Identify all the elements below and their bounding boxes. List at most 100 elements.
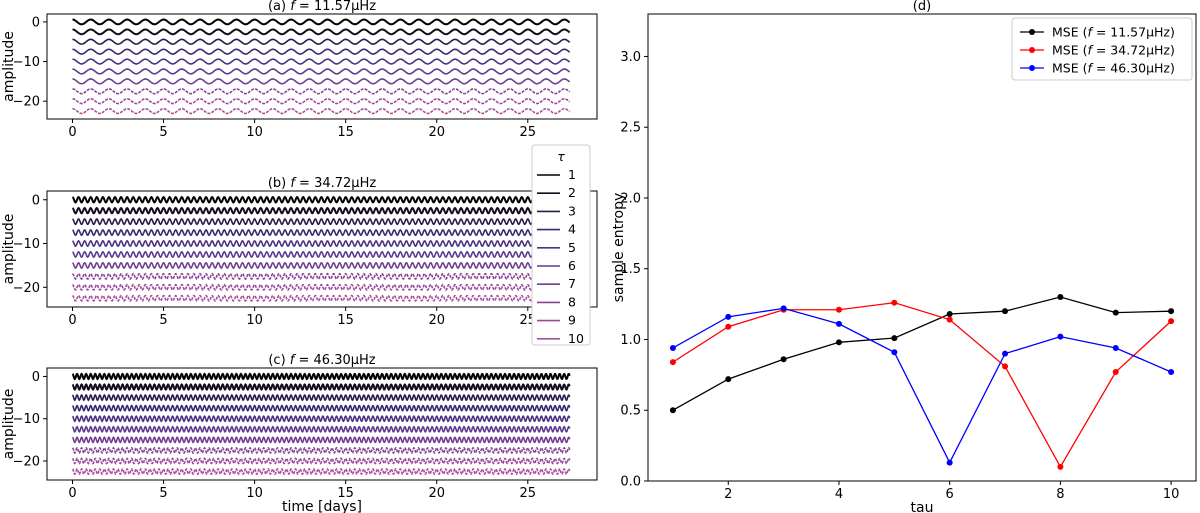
x-tick-label: 10 [1163, 487, 1180, 502]
series-point [946, 311, 953, 318]
series-tau-6 [71, 425, 571, 433]
series-line-1 [672, 302, 1172, 469]
x-tick-label: 15 [337, 125, 354, 140]
x-tick-label: 15 [337, 486, 354, 501]
axes-frame [46, 13, 598, 120]
title-part: MSE ( [1052, 43, 1087, 58]
series-tau-10 [71, 467, 571, 476]
legend-label: 10 [568, 331, 584, 346]
x-axis-label: time [days] [282, 499, 362, 513]
title-part: = 11.57μHz [295, 0, 376, 14]
series-tau-6 [72, 68, 571, 75]
y-axis-label: amplitude [1, 214, 17, 285]
series-tau-4 [72, 48, 571, 55]
series-point [725, 313, 732, 320]
series-point [669, 359, 676, 366]
series-tau-9 [72, 97, 571, 105]
y-axis-label: amplitude [1, 389, 17, 460]
y-tick-label: 0 [32, 15, 40, 30]
x-tick-label: 10 [246, 486, 263, 501]
series-point [1112, 369, 1119, 376]
series-legend: MSE (f = 11.57μHz)MSE (f = 34.72μHz)MSE … [1011, 17, 1193, 81]
y-tick-label: 1.5 [620, 262, 641, 277]
y-tick-label: −20 [13, 95, 40, 110]
series-point [891, 335, 898, 342]
series-tau-2 [72, 28, 571, 36]
series-point [780, 356, 787, 363]
legend-label: MSE (f = 11.57μHz) [1052, 25, 1175, 40]
series-tau-7 [71, 436, 571, 444]
series-tau-5 [72, 58, 571, 65]
title-part: = 34.72μHz) [1092, 43, 1175, 58]
series-point [1168, 369, 1175, 376]
x-tick-label: 20 [428, 125, 445, 140]
series-tau-7 [72, 261, 571, 270]
legend-label: 6 [568, 258, 576, 273]
series-point [1002, 308, 1009, 315]
panel-title: (d) [913, 0, 931, 14]
series-tau-1 [71, 195, 571, 204]
legend-label: MSE (f = 34.72μHz) [1052, 43, 1175, 58]
series-tau-1 [72, 18, 571, 26]
x-tick-label: 8 [1056, 487, 1064, 502]
legend-box [1011, 17, 1193, 81]
series-point [669, 344, 676, 351]
series-point [725, 323, 732, 330]
series-point [946, 316, 953, 323]
legend-marker [1029, 65, 1035, 71]
legend-label: MSE (f = 46.30μHz) [1052, 61, 1175, 76]
series-line-2 [672, 307, 1172, 465]
title-part: = 46.30μHz [294, 353, 375, 368]
title-part: = 34.72μHz [295, 176, 376, 191]
title-part: f [1087, 43, 1093, 58]
y-tick-label: 0 [32, 370, 40, 385]
x-tick-label: 5 [159, 125, 167, 140]
x-axis-label: tau [911, 500, 934, 513]
title-part: (a) [268, 0, 290, 14]
series-point [835, 306, 842, 313]
series-tau-2 [71, 206, 571, 215]
y-tick-label: 0 [32, 193, 40, 208]
y-tick-label: 0.5 [620, 404, 641, 419]
series-line-0 [672, 296, 1172, 411]
tau-legend: τ1 2 3 4 5 6 7 8 9 10 [531, 144, 591, 346]
series-tau-8 [71, 446, 571, 455]
x-tick-label: 10 [246, 125, 263, 140]
axes-frame [647, 13, 1197, 482]
panel-title: (b) f = 34.72μHz [268, 176, 377, 191]
series-tau-9 [71, 457, 571, 465]
legend-label: 2 [568, 185, 576, 200]
y-tick-label: −10 [13, 412, 40, 427]
title-part: (c) [268, 353, 289, 368]
series-point [1057, 294, 1064, 301]
panel-d: 2 4 6 8 10 0.0 0.5 1.0 1.5 2.0 2.5 3.0 (d) sample ent… [611, 0, 1197, 513]
title-part: f [1087, 25, 1093, 40]
panel-a: 0 5 10 15 20 25 0 −10 −20 (a) f = 11.57μHz amplitu… [1, 0, 598, 140]
series-tau-4 [72, 228, 571, 237]
legend-label: 9 [568, 313, 576, 328]
series-tau-7 [72, 78, 571, 85]
title-part: f [1087, 61, 1093, 76]
y-axis-label: amplitude [1, 31, 17, 102]
x-tick-label: 20 [428, 486, 445, 501]
title-part: f [290, 0, 297, 14]
series-tau-1 [71, 372, 571, 381]
series-point [835, 320, 842, 327]
x-tick-label: 5 [159, 486, 167, 501]
y-tick-label: −10 [13, 237, 40, 252]
title-part: MSE ( [1052, 61, 1087, 76]
series-tau-10 [72, 294, 571, 302]
x-tick-label: 5 [159, 313, 167, 328]
y-tick-label: 3.0 [620, 50, 641, 65]
title-part: (b) [268, 176, 291, 191]
y-tick-label: 1.0 [620, 333, 641, 348]
series-point [1112, 309, 1119, 316]
series-point [1112, 344, 1119, 351]
series-point [835, 339, 842, 346]
title-part: = 11.57μHz) [1092, 25, 1175, 40]
series-point [891, 299, 898, 306]
x-tick-label: 2 [724, 487, 732, 502]
panel-title: (a) f = 11.57μHz [268, 0, 376, 14]
title-part: f [290, 176, 297, 191]
